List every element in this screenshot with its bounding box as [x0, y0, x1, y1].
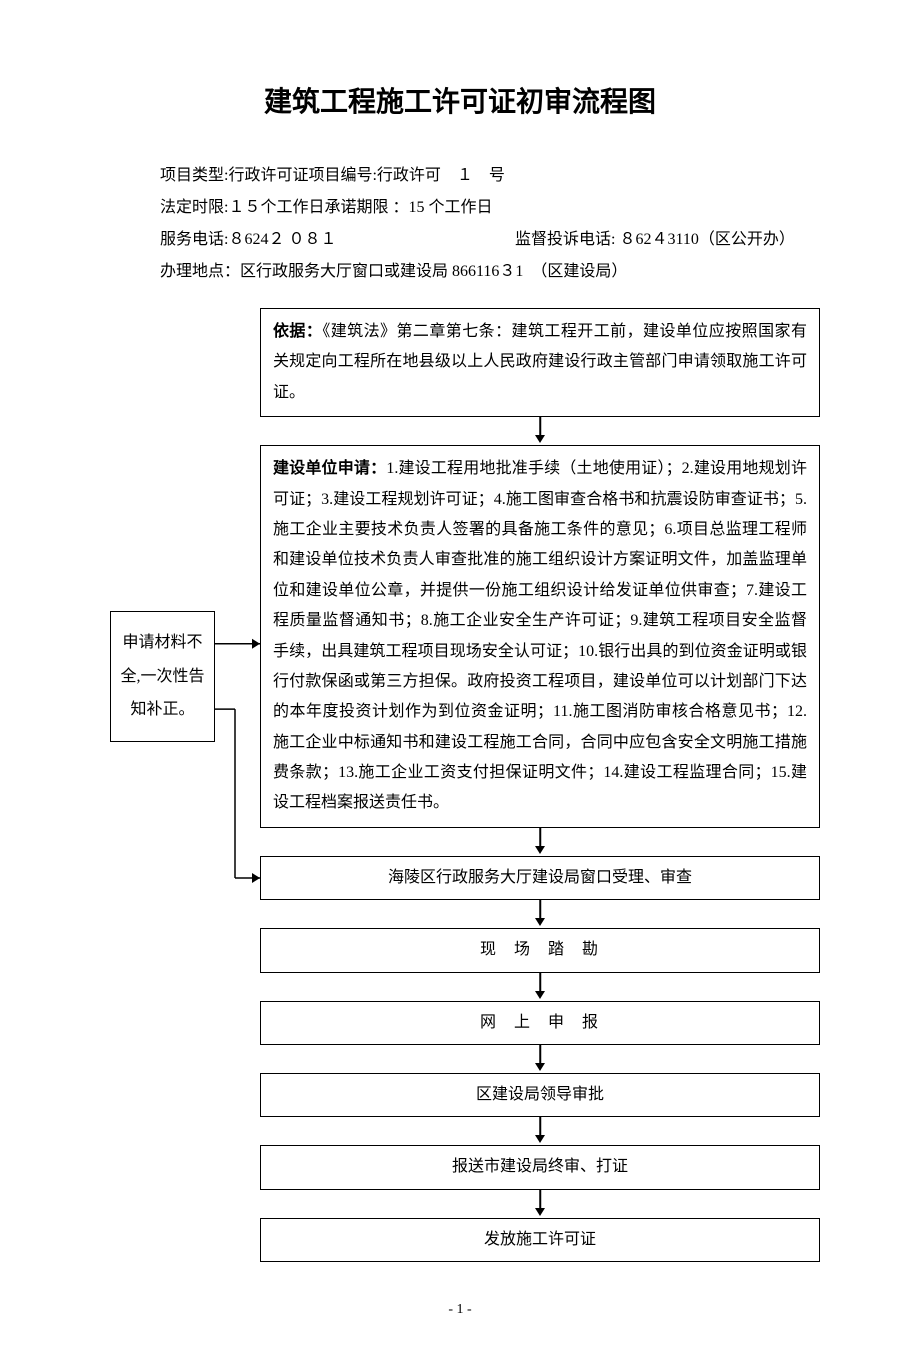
arrow-6 [260, 1117, 820, 1145]
step-leader-approve: 区建设局领导审批 [260, 1073, 820, 1117]
header-line-3: 服务电话:８624２ ０８１ 监督投诉电话: ８62４3110（区公开办） [90, 224, 830, 256]
header-line-4: 办理地点：区行政服务大厅窗口或建设局 866116３1 （区建设局） [90, 256, 830, 288]
step-accept: 海陵区行政服务大厅建设局窗口受理、审查 [260, 856, 820, 900]
arrow-3 [260, 900, 820, 928]
service-phone: 服务电话:８624２ ０８１ [160, 224, 515, 256]
complaint-phone: 监督投诉电话: ８62４3110（区公开办） [515, 224, 795, 256]
step-site-survey: 现场踏勘 [260, 928, 820, 972]
basis-label: 依据： [273, 323, 322, 340]
arrow-1 [260, 417, 820, 445]
apply-box: 建设单位申请：1.建设工程用地批准手续（土地使用证）；2.建设用地规划许可证；3… [260, 445, 820, 828]
step-online-report: 网上申报 [260, 1001, 820, 1045]
header-line-1: 项目类型:行政许可证项目编号:行政许可 １ 号 [90, 160, 830, 192]
apply-label: 建设单位申请： [273, 460, 386, 477]
header-info: 项目类型:行政许可证项目编号:行政许可 １ 号 法定时限:１５个工作日承诺期限 … [90, 160, 830, 288]
page-number: - 1 - [90, 1302, 830, 1318]
apply-text: 1.建设工程用地批准手续（土地使用证）；2.建设用地规划许可证；3.建设工程规划… [273, 460, 807, 811]
arrow-4 [260, 973, 820, 1001]
arrow-2 [260, 828, 820, 856]
header-line-2: 法定时限:１５个工作日承诺期限 ：15 个工作日 [90, 192, 830, 224]
arrow-7 [260, 1190, 820, 1218]
step-city-final: 报送市建设局终审、打证 [260, 1145, 820, 1189]
side-note-box: 申请材料不全,一次性告知补正。 [110, 611, 215, 742]
basis-text: 《建筑法》第二章第七条：建筑工程开工前，建设单位应按照国家有关规定向工程所在地县… [273, 323, 807, 401]
arrow-5 [260, 1045, 820, 1073]
step-issue-permit: 发放施工许可证 [260, 1218, 820, 1262]
basis-box: 依据：《建筑法》第二章第七条：建筑工程开工前，建设单位应按照国家有关规定向工程所… [260, 308, 820, 417]
flowchart: 依据：《建筑法》第二章第七条：建筑工程开工前，建设单位应按照国家有关规定向工程所… [90, 308, 830, 1262]
page-title: 建筑工程施工许可证初审流程图 [90, 80, 830, 120]
